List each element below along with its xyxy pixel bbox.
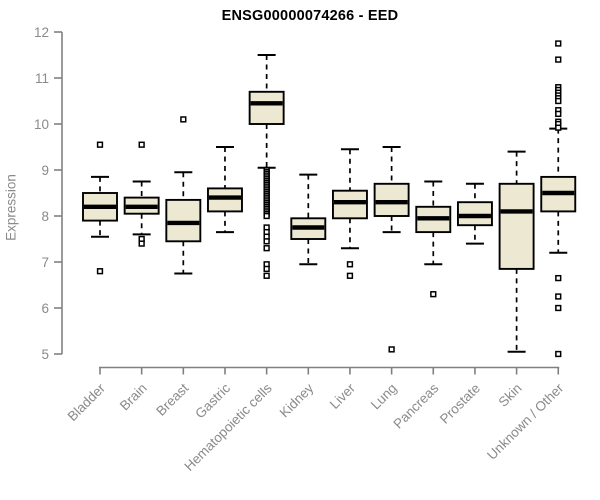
iqr-box [498,182,535,270]
outlier-point [180,116,187,123]
boxplot-bladder [82,141,118,275]
outlier-point [555,40,562,47]
iqr-box [207,187,243,213]
y-tick-label: 7 [41,255,49,270]
x-category-label-prostate: Prostate [437,381,483,427]
boxplot-kidney [290,173,327,266]
boxplot-brain [123,141,160,247]
outlier-point [263,212,270,220]
boxplot-unknown-other [540,40,577,358]
y-tick-label: 6 [41,301,49,316]
boxplot-lung [373,146,410,353]
iqr-box [332,189,368,220]
boxplot-gastric [207,146,243,234]
iqr-box [248,90,285,125]
boxplot-liver [332,148,368,279]
y-tick-label: 9 [41,163,49,178]
outlier-point [555,293,562,300]
outlier-point [388,346,395,353]
outlier-point [138,141,145,148]
x-category-label-breast: Breast [153,380,191,418]
outlier-point [555,304,562,312]
x-category-label-brain: Brain [117,381,150,414]
chart-title: ENSG00000074266 - EED [221,8,399,24]
outlier-point [555,124,562,131]
outlier-point [555,350,562,358]
x-category-label-kidney: Kidney [277,380,317,420]
outlier-point [555,97,562,105]
y-axis-title: Expression [3,174,19,241]
outlier-point [555,274,562,282]
outlier-point [346,261,354,268]
boxplot-breast [165,116,202,275]
y-tick-label: 12 [34,25,49,40]
x-category-label-liver: Liver [327,380,359,412]
y-tick-label: 5 [41,347,49,362]
outlier-point [430,291,437,298]
outlier-point [346,272,354,279]
outlier-point [555,56,562,63]
x-category-label-lung: Lung [368,381,400,413]
y-tick-label: 11 [35,71,49,86]
boxplot-prostate [456,182,493,245]
x-category-label-pancreas: Pancreas [390,380,441,431]
outlier-point [138,240,145,247]
outlier-point [263,245,270,252]
x-category-label-skin: Skin [496,381,525,410]
boxplot-skin [498,150,535,353]
x-category-label-gastric: Gastric [192,380,233,421]
y-tick-label: 8 [41,209,49,224]
boxplot-hematopoietic-cells [248,54,285,279]
outlier-point [263,272,270,279]
x-category-label-unknown-other: Unknown / Other [484,380,567,463]
boxplot-pancreas [415,180,452,298]
x-category-label-bladder: Bladder [65,380,109,424]
outlier-point [263,265,270,273]
outlier-point [96,268,104,275]
y-tick-label: 10 [34,117,49,132]
iqr-box [456,201,493,227]
outlier-point [96,141,104,148]
iqr-box [373,182,410,217]
outlier-point [263,238,270,245]
iqr-box [165,198,202,243]
outlier-point [555,110,562,118]
